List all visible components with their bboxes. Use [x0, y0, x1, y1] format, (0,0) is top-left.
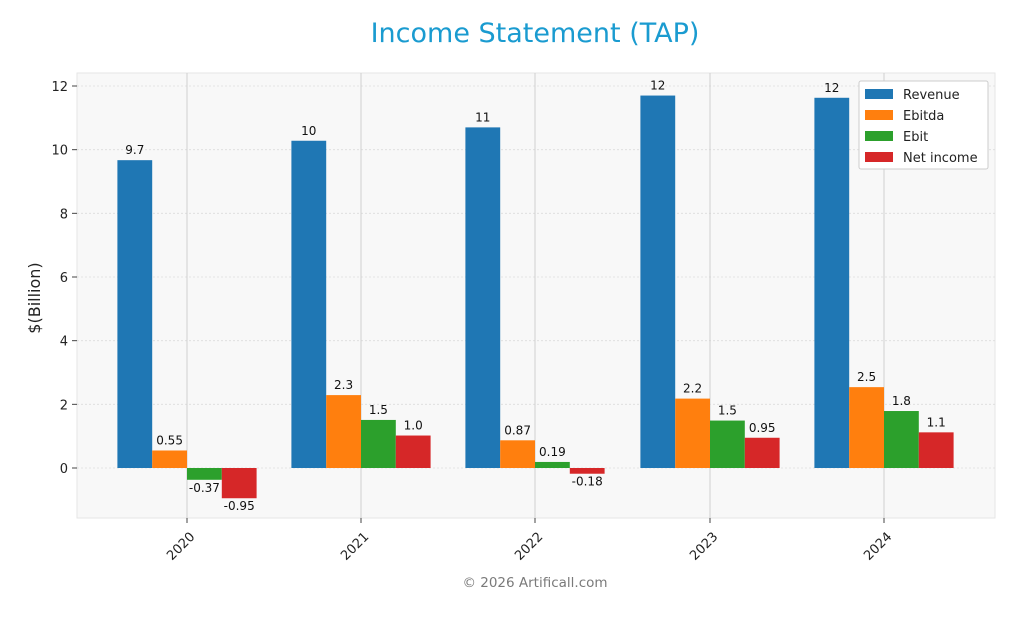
data-label: 11 — [475, 110, 490, 124]
bar-revenue — [117, 160, 153, 468]
bar-ebitda — [500, 440, 535, 468]
bar-net-income — [221, 468, 257, 499]
data-label: 12 — [824, 81, 839, 95]
data-label: 1.8 — [892, 394, 911, 408]
bar-ebit — [361, 419, 396, 468]
data-label: 2.3 — [334, 378, 353, 392]
bar-ebit — [187, 468, 222, 480]
y-tick-label: 2 — [60, 398, 68, 413]
x-tick-label: 2024 — [861, 530, 895, 564]
chart-title: Income Statement (TAP) — [370, 18, 700, 49]
x-axis: 2020 2021 2022 2023 2024 — [164, 518, 895, 564]
legend-swatch — [865, 89, 893, 99]
bar-revenue — [640, 95, 676, 469]
bar-revenue — [291, 140, 327, 468]
bar-ebitda — [326, 395, 361, 468]
data-label: 0.87 — [504, 423, 531, 437]
data-label: -0.18 — [572, 475, 603, 489]
data-label: 0.19 — [539, 445, 566, 459]
legend-swatch — [865, 110, 893, 120]
bar-net-income — [569, 468, 605, 474]
bar-revenue — [814, 97, 850, 469]
data-label: 12 — [650, 79, 665, 93]
footer-copyright: © 2026 Artificall.com — [462, 575, 608, 591]
legend-box — [858, 80, 989, 170]
y-tick-label: 6 — [60, 271, 68, 286]
data-label: 1.0 — [404, 419, 423, 433]
data-label: 0.95 — [749, 421, 776, 435]
data-label: -0.37 — [189, 481, 220, 495]
bar-ebitda — [849, 387, 884, 468]
bar-net-income — [918, 432, 954, 468]
data-labels: 9.7 10 11 12 12 0.55 2.3 0.87 2.2 2.5 -0.37 1.5 0.19… — [125, 79, 945, 514]
data-label: 2.2 — [683, 382, 702, 396]
data-label: 10 — [301, 124, 316, 138]
y-tick-label: 10 — [51, 144, 68, 159]
bar-ebit — [710, 420, 745, 468]
x-tick-label: 2021 — [338, 530, 372, 564]
data-label: 0.55 — [156, 433, 183, 447]
bar-ebitda — [675, 398, 710, 468]
data-label: -0.95 — [224, 499, 255, 513]
legend-swatch — [865, 152, 893, 162]
legend-label: Net income — [903, 151, 978, 166]
x-tick-label: 2022 — [512, 530, 546, 564]
y-tick-label: 8 — [60, 207, 68, 222]
legend-label: Ebitda — [903, 109, 944, 124]
x-tick-label: 2020 — [164, 530, 198, 564]
bars — [117, 95, 954, 499]
bar-ebitda — [152, 450, 187, 468]
data-label: 2.5 — [857, 370, 876, 384]
legend-swatch — [865, 131, 893, 141]
legend: Revenue Ebitda Ebit Net income — [858, 80, 989, 170]
data-label: 1.5 — [718, 404, 737, 418]
legend-label: Revenue — [903, 88, 960, 103]
bar-ebit — [884, 411, 919, 468]
y-tick-label: 4 — [60, 335, 68, 350]
y-axis-label: $(Billion) — [25, 262, 44, 333]
y-tick-label: 12 — [51, 80, 68, 95]
data-label: 9.7 — [125, 143, 144, 157]
legend-label: Ebit — [903, 130, 928, 145]
bar-ebit — [535, 461, 570, 468]
y-axis: 0 2 4 6 8 10 12 — [51, 80, 77, 477]
bar-net-income — [395, 435, 431, 468]
bar-net-income — [744, 437, 780, 468]
data-label: 1.5 — [369, 403, 388, 417]
y-tick-label: 0 — [60, 462, 68, 477]
x-tick-label: 2023 — [687, 530, 721, 564]
data-label: 1.1 — [927, 415, 946, 429]
bar-revenue — [465, 127, 501, 468]
